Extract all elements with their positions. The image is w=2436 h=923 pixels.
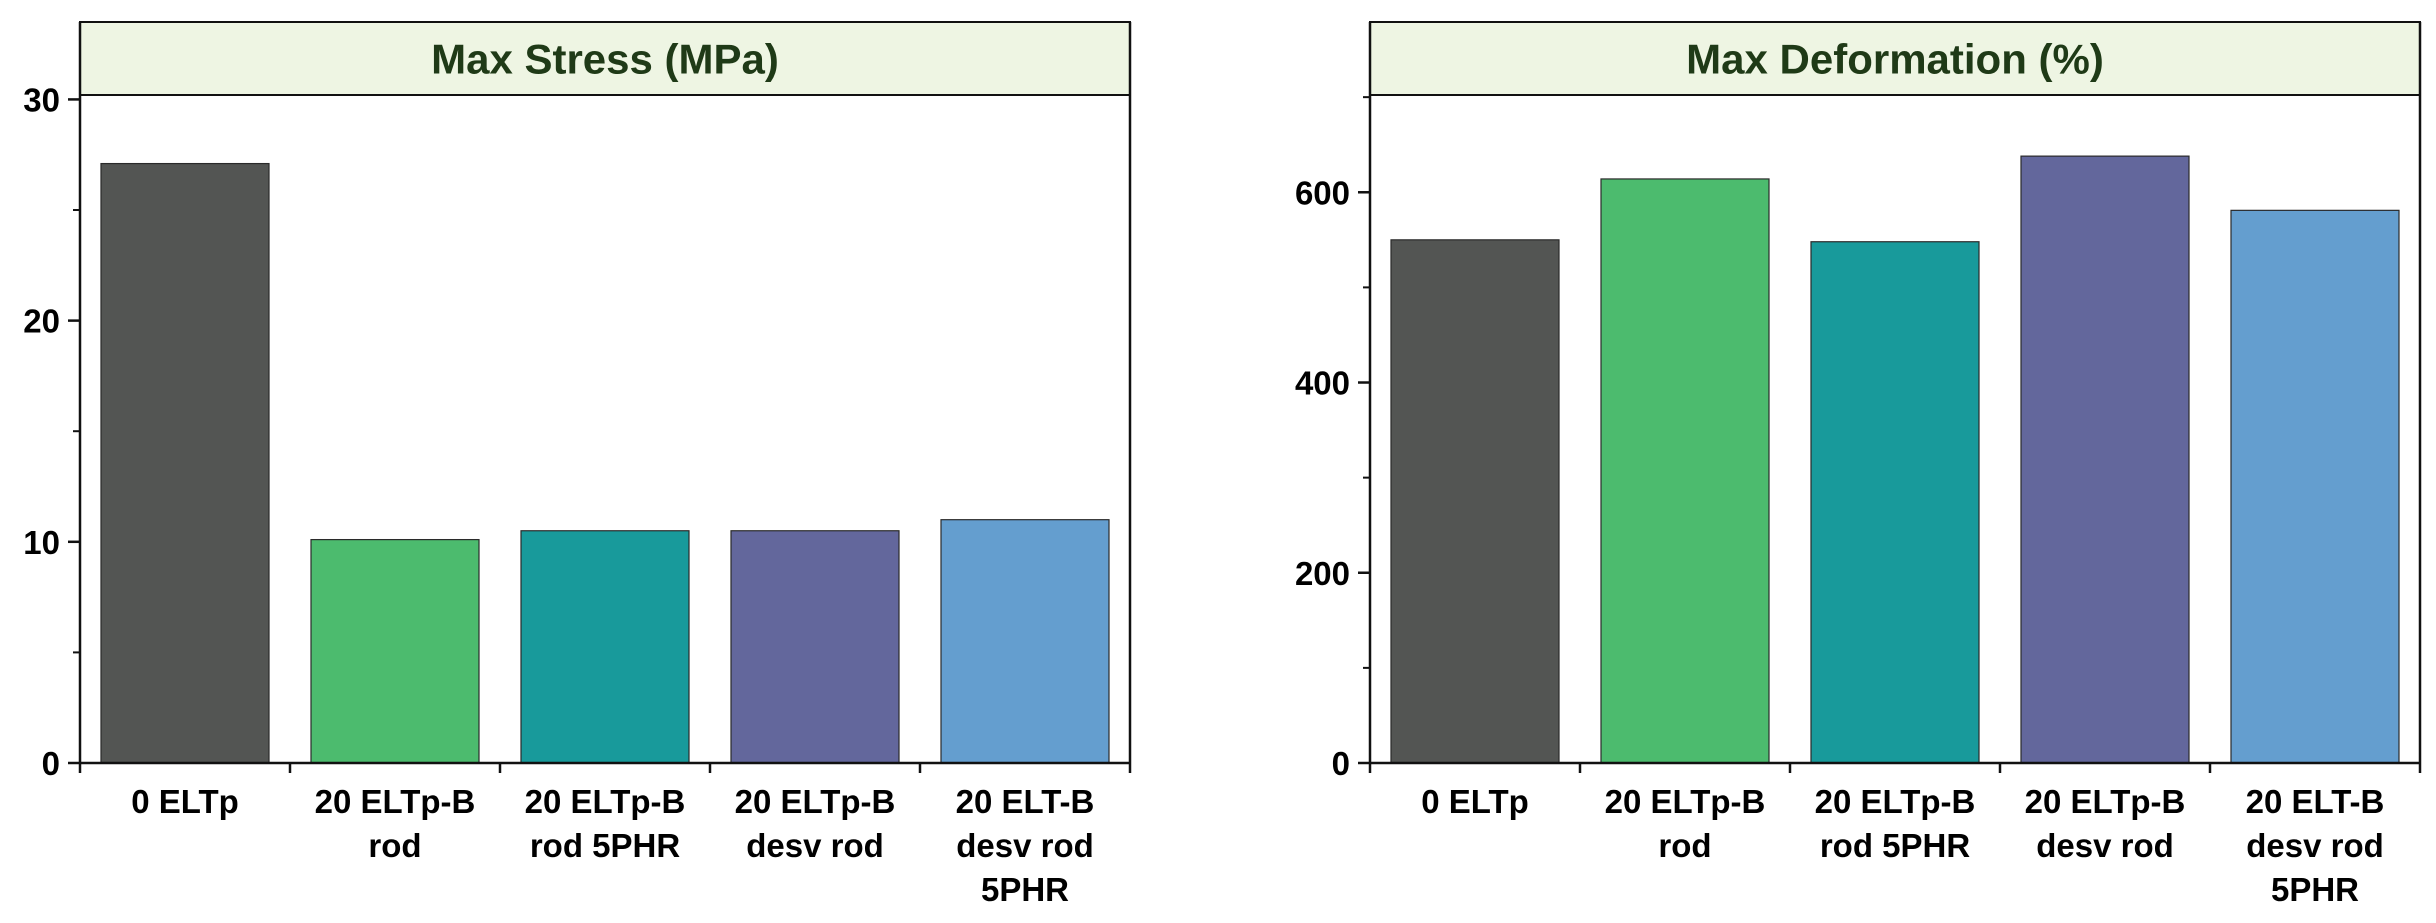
x-tick-label: 20 ELTp-B rod 5PHR [1815,783,1976,864]
y-tick-label: 30 [23,81,60,118]
x-tick-label: 0 ELTp [131,783,239,820]
y-tick-label: 20 [23,303,60,340]
y-tick-label: 400 [1295,365,1350,402]
x-tick-label-line: 0 ELTp [131,783,239,820]
bar-2 [1600,178,1770,764]
chart-title: Max Stress (MPa) [431,36,779,83]
y-tick-label: 10 [23,524,60,561]
bar-1 [1390,239,1560,764]
x-tick-label-line: 20 ELTp-B [2025,783,2186,820]
bar-2 [310,538,480,764]
x-tick-label-line: 20 ELTp-B [525,783,686,820]
y-tick-label: 200 [1295,555,1350,592]
bar-1 [100,162,270,764]
x-tick-label: 20 ELT-B desv rod 5PHR [956,783,1095,908]
x-tick-label: 20 ELTp-B rod [315,783,476,864]
x-tick-label: 20 ELT-B desv rod 5PHR [2246,783,2385,908]
x-tick-label-line: 20 ELTp-B [735,783,896,820]
bar-4 [2020,155,2190,764]
x-tick-label-line: desv rod [2246,827,2384,864]
chart-title: Max Deformation (%) [1686,36,2104,83]
title-band [1369,21,2421,96]
x-tick-label-line: rod [1658,827,1711,864]
bar-5 [2230,209,2400,764]
x-tick-label-line: desv rod [746,827,884,864]
x-tick-label: 0 ELTp [1421,783,1529,820]
x-tick-label-line: desv rod [2036,827,2174,864]
y-tick-label: 0 [1332,745,1350,782]
x-tick-label-line: 20 ELTp-B [315,783,476,820]
x-tick-label-line: 20 ELTp-B [1815,783,1976,820]
x-tick-label-line: 20 ELT-B [956,783,1095,820]
y-tick-label: 600 [1295,174,1350,211]
x-tick-label-line: desv rod [956,827,1094,864]
x-tick-label: 20 ELTp-B rod [1605,783,1766,864]
title-band [79,21,1131,96]
chart-panel-1: Max Stress (MPa) 0 10 20 30 0 ELTp 20 ELTp-B ro… [23,21,1132,908]
x-tick-label-line: rod 5PHR [530,827,681,864]
x-tick-label: 20 ELTp-B desv rod [735,783,896,864]
x-tick-label: 20 ELTp-B rod 5PHR [525,783,686,864]
bar-5 [940,519,1110,764]
bar-4 [730,530,900,764]
x-tick-label-line: 20 ELT-B [2246,783,2385,820]
y-tick-label: 0 [42,745,60,782]
x-tick-label-line: rod 5PHR [1820,827,1971,864]
x-tick-label-line: rod [368,827,421,864]
x-tick-label-line: 5PHR [981,871,1069,908]
x-tick-label-line: 0 ELTp [1421,783,1529,820]
bar-3 [1810,241,1980,764]
x-tick-label-line: 20 ELTp-B [1605,783,1766,820]
x-tick-label: 20 ELTp-B desv rod [2025,783,2186,864]
x-tick-label-line: 5PHR [2271,871,2359,908]
bar-3 [520,530,690,764]
chart-panel-2: Max Deformation (%) 0 200 400 600 0 ELTp 20 EL… [1295,21,2422,908]
